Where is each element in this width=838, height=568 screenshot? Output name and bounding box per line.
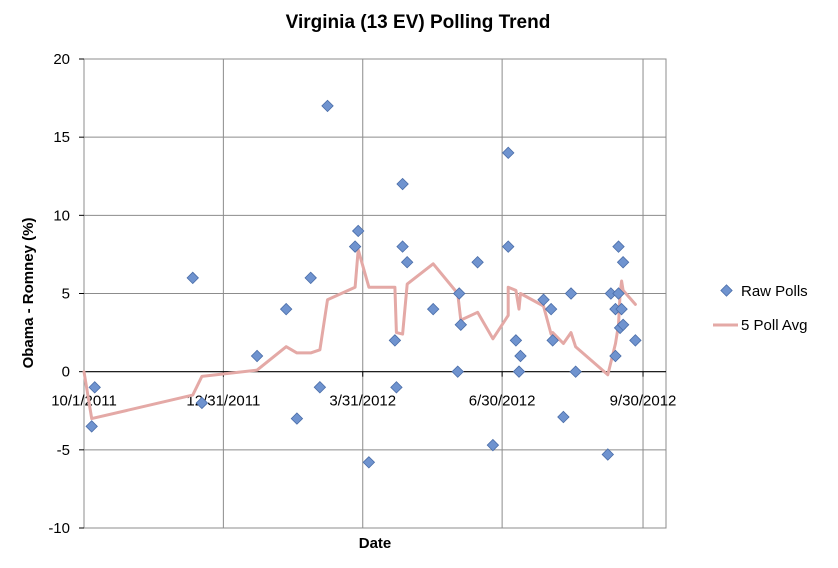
data-point-raw-poll [512,365,526,378]
y-tick-label: -5 [57,442,70,459]
x-axis-title: Date [359,535,392,552]
x-axis-ticks: 10/1/2011 12/31/2011 3/31/2012 6/30/2012 9/3… [51,371,677,410]
data-point-raw-poll [348,240,362,253]
legend-marker-raw-polls [720,284,733,297]
data-point-raw-poll [388,334,402,347]
y-tick-label: 5 [62,286,70,303]
legend-item-5-poll-avg: 5 Poll Avg [713,317,807,334]
x-tick-label: 6/30/2012 [469,393,536,410]
data-point-raw-poll [279,302,293,316]
data-point-raw-poll [471,256,484,269]
data-point-raw-poll [426,302,440,316]
data-point-raw-poll [85,420,98,433]
data-point-raw-poll [544,302,558,316]
data-point-raw-poll [186,271,199,285]
y-tick-label: 0 [62,364,70,381]
gridlines [84,59,666,528]
y-tick-label: 10 [53,207,70,224]
data-point-raw-poll [616,318,630,332]
data-point-raw-poll [557,410,570,424]
data-point-raw-poll [546,334,559,347]
y-axis-ticks: 20 15 10 5 0 -5 -10 [48,51,84,537]
data-point-raw-poll [250,349,264,363]
data-point-raw-poll [453,287,466,300]
data-point-raw-poll [569,365,582,378]
y-tick-label: -10 [48,520,70,537]
data-point-raw-poll [612,240,625,253]
x-tick-label: 3/31/2012 [329,393,396,410]
data-point-raw-poll [502,240,515,253]
y-tick-label: 15 [53,129,70,146]
x-tick-label: 9/30/2012 [610,393,677,410]
data-point-raw-poll [88,381,101,394]
data-point-raw-poll [604,287,618,300]
y-axis-title: Obama - Romney (%) [20,218,37,369]
x-tick-label: 10/1/2011 [51,393,117,410]
data-point-raw-poll [612,287,625,300]
data-point-raw-poll [486,438,500,452]
data-point-raw-poll [537,293,550,306]
data-point-raw-poll [616,256,630,269]
legend-label-raw-polls: Raw Polls [741,283,808,300]
data-point-raw-poll [362,456,376,469]
series-line-5-poll-avg [82,248,637,421]
data-point-raw-poll [601,448,615,461]
data-point-raw-poll [629,334,642,347]
data-point-raw-poll [564,287,578,300]
data-point-raw-poll [351,224,365,238]
data-point-raw-poll [396,177,409,191]
legend: Raw Polls 5 Poll Avg [713,283,808,334]
data-point-raw-poll [321,99,334,113]
data-point-raw-poll [313,381,327,394]
data-point-raw-poll [451,365,464,378]
series-raw-polls [85,99,642,469]
data-point-raw-poll [509,334,523,347]
data-point-raw-poll [390,381,403,394]
legend-label-5-poll-avg: 5 Poll Avg [741,317,807,334]
data-point-raw-poll [290,412,304,425]
y-tick-label: 20 [53,51,70,68]
data-point-raw-poll [195,396,209,410]
data-point-raw-poll [400,255,414,269]
data-point-raw-poll [514,349,527,363]
data-point-raw-poll [304,271,317,285]
data-point-raw-poll [396,240,409,253]
legend-item-raw-polls: Raw Polls [720,283,808,300]
data-point-raw-poll [609,349,622,363]
data-point-raw-poll [615,302,628,316]
chart-title: Virginia (13 EV) Polling Trend [286,12,551,33]
data-point-raw-poll [502,146,515,160]
data-point-raw-poll [454,318,468,331]
